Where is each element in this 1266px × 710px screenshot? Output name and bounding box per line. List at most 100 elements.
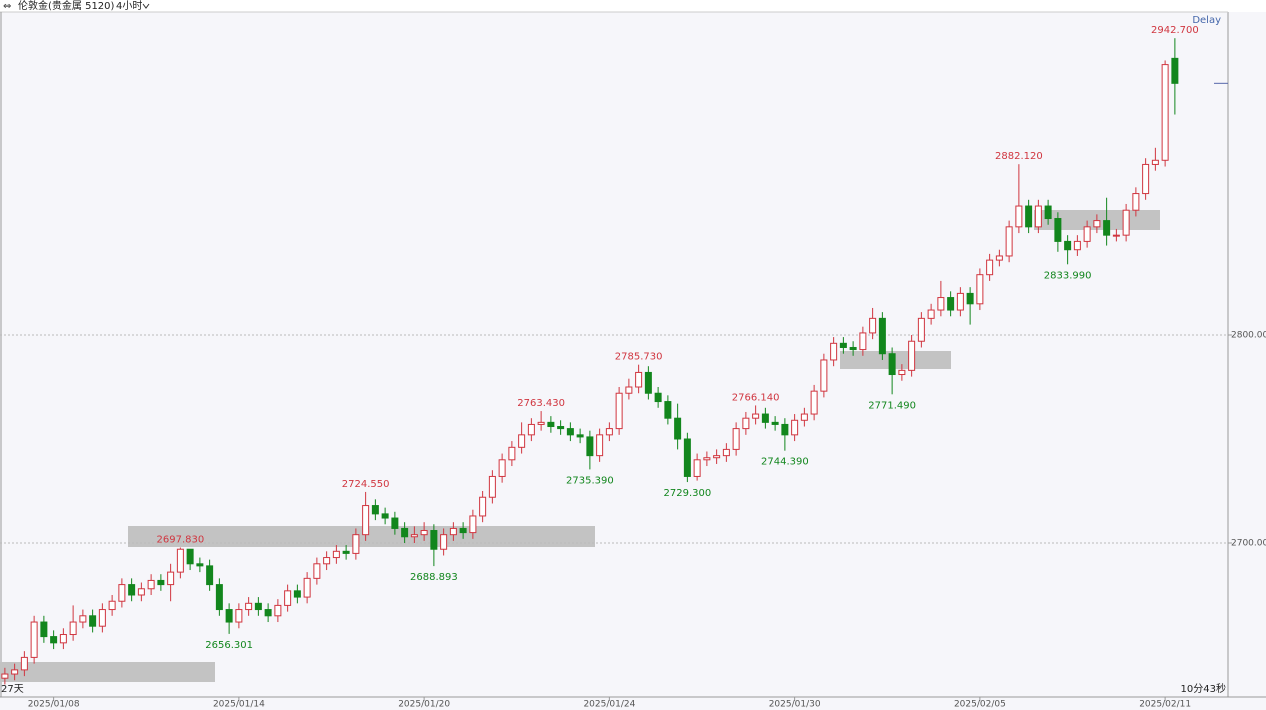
candle-body	[430, 530, 438, 550]
candle-body	[459, 527, 467, 534]
candle-body	[98, 609, 106, 627]
candle-body	[362, 505, 370, 536]
extreme-label: 2729.300	[664, 488, 712, 499]
candle-body	[1103, 220, 1111, 236]
range-label: 27天	[1, 684, 24, 695]
x-tick-label: 2025/01/30	[769, 700, 821, 710]
candle-body	[557, 426, 565, 430]
candle-body	[605, 428, 613, 436]
candle-body	[137, 588, 145, 596]
candle-body	[449, 527, 457, 536]
candle-body	[722, 448, 730, 457]
candle-body	[79, 615, 87, 623]
candle-body	[674, 417, 682, 440]
candle-body	[323, 557, 331, 565]
candle-body	[800, 413, 808, 421]
period-dropdown[interactable]	[142, 3, 150, 9]
candle-body	[508, 446, 516, 461]
candle-body	[947, 297, 955, 311]
candle-body	[59, 634, 67, 644]
candle-body	[976, 274, 984, 305]
candle-body	[284, 590, 292, 606]
candle-body	[488, 475, 496, 498]
candle-body	[1073, 240, 1081, 251]
candle-body	[596, 434, 604, 457]
zone	[0, 662, 215, 682]
candle-body	[147, 579, 155, 590]
candle-body	[352, 534, 360, 554]
candle-body	[693, 459, 701, 477]
candle-body	[1171, 57, 1179, 84]
candle-body	[469, 515, 477, 534]
period[interactable]: 4小时	[116, 0, 142, 12]
candle-body	[196, 563, 204, 567]
candle-body	[742, 417, 750, 430]
y-tick-label: 2700.000	[1231, 538, 1266, 548]
candle-body	[332, 550, 340, 559]
candle-body	[859, 332, 867, 351]
extreme-label: 2771.490	[868, 400, 916, 411]
candle-body	[995, 255, 1003, 261]
candle-body	[713, 455, 721, 459]
candle-body	[498, 459, 506, 477]
x-tick-label: 2025/02/11	[1139, 700, 1191, 710]
candle-body	[20, 656, 28, 671]
candle-body	[1142, 163, 1150, 195]
extreme-label: 2763.430	[517, 398, 565, 409]
candle-body	[839, 342, 847, 348]
candle-body	[157, 579, 165, 586]
candle-body	[908, 340, 916, 371]
candle-body	[791, 419, 799, 436]
candle-body	[810, 390, 818, 415]
candle-body	[401, 527, 409, 538]
candle-body	[664, 401, 672, 419]
candle-body	[420, 530, 428, 536]
candle-body	[128, 584, 136, 596]
candle-body	[108, 600, 116, 611]
candle-body	[206, 565, 214, 586]
extreme-label: 2724.550	[342, 479, 390, 490]
candle-body	[966, 292, 974, 305]
symbol[interactable]: 伦敦金(贵金属 5120)	[18, 0, 115, 12]
candle-body	[1132, 193, 1140, 211]
x-tick-label: 2025/01/20	[398, 700, 450, 710]
extreme-label: 2942.700	[1151, 25, 1199, 36]
candle-body	[371, 505, 379, 515]
candle-body	[167, 571, 175, 586]
candle-body	[1064, 240, 1072, 251]
candle-body	[537, 421, 545, 425]
extreme-label: 2735.390	[566, 475, 614, 486]
candle-body	[245, 602, 253, 611]
candle-body	[440, 534, 448, 550]
extreme-label: 2833.990	[1044, 270, 1092, 281]
candle-body	[849, 346, 857, 351]
candle-body	[878, 317, 886, 355]
candle-body	[732, 428, 740, 450]
candle-body	[917, 317, 925, 342]
candle-body	[313, 563, 321, 579]
candle-body	[547, 421, 555, 428]
candle-body	[479, 496, 487, 517]
x-tick-label: 2025/01/08	[28, 700, 80, 710]
candle-body	[303, 577, 311, 598]
candle-body	[956, 292, 964, 311]
candle-body	[576, 434, 584, 438]
candle-body	[937, 297, 945, 311]
extreme-label: 2744.390	[761, 457, 809, 468]
candle-body	[89, 615, 97, 627]
menu-icon[interactable]: ⇔	[3, 1, 11, 12]
candle-body	[274, 604, 282, 617]
candle-body	[1054, 218, 1062, 242]
candle-body	[888, 353, 896, 376]
candle-body	[1083, 226, 1091, 242]
candle-body	[30, 621, 38, 658]
candle-body	[293, 590, 301, 598]
candle-body	[527, 423, 535, 436]
candle-body	[566, 428, 574, 436]
candle-body	[1025, 205, 1033, 228]
countdown: 10分43秒	[1181, 682, 1226, 695]
candle-body	[1044, 205, 1052, 220]
x-tick-label: 2025/01/24	[583, 700, 635, 710]
